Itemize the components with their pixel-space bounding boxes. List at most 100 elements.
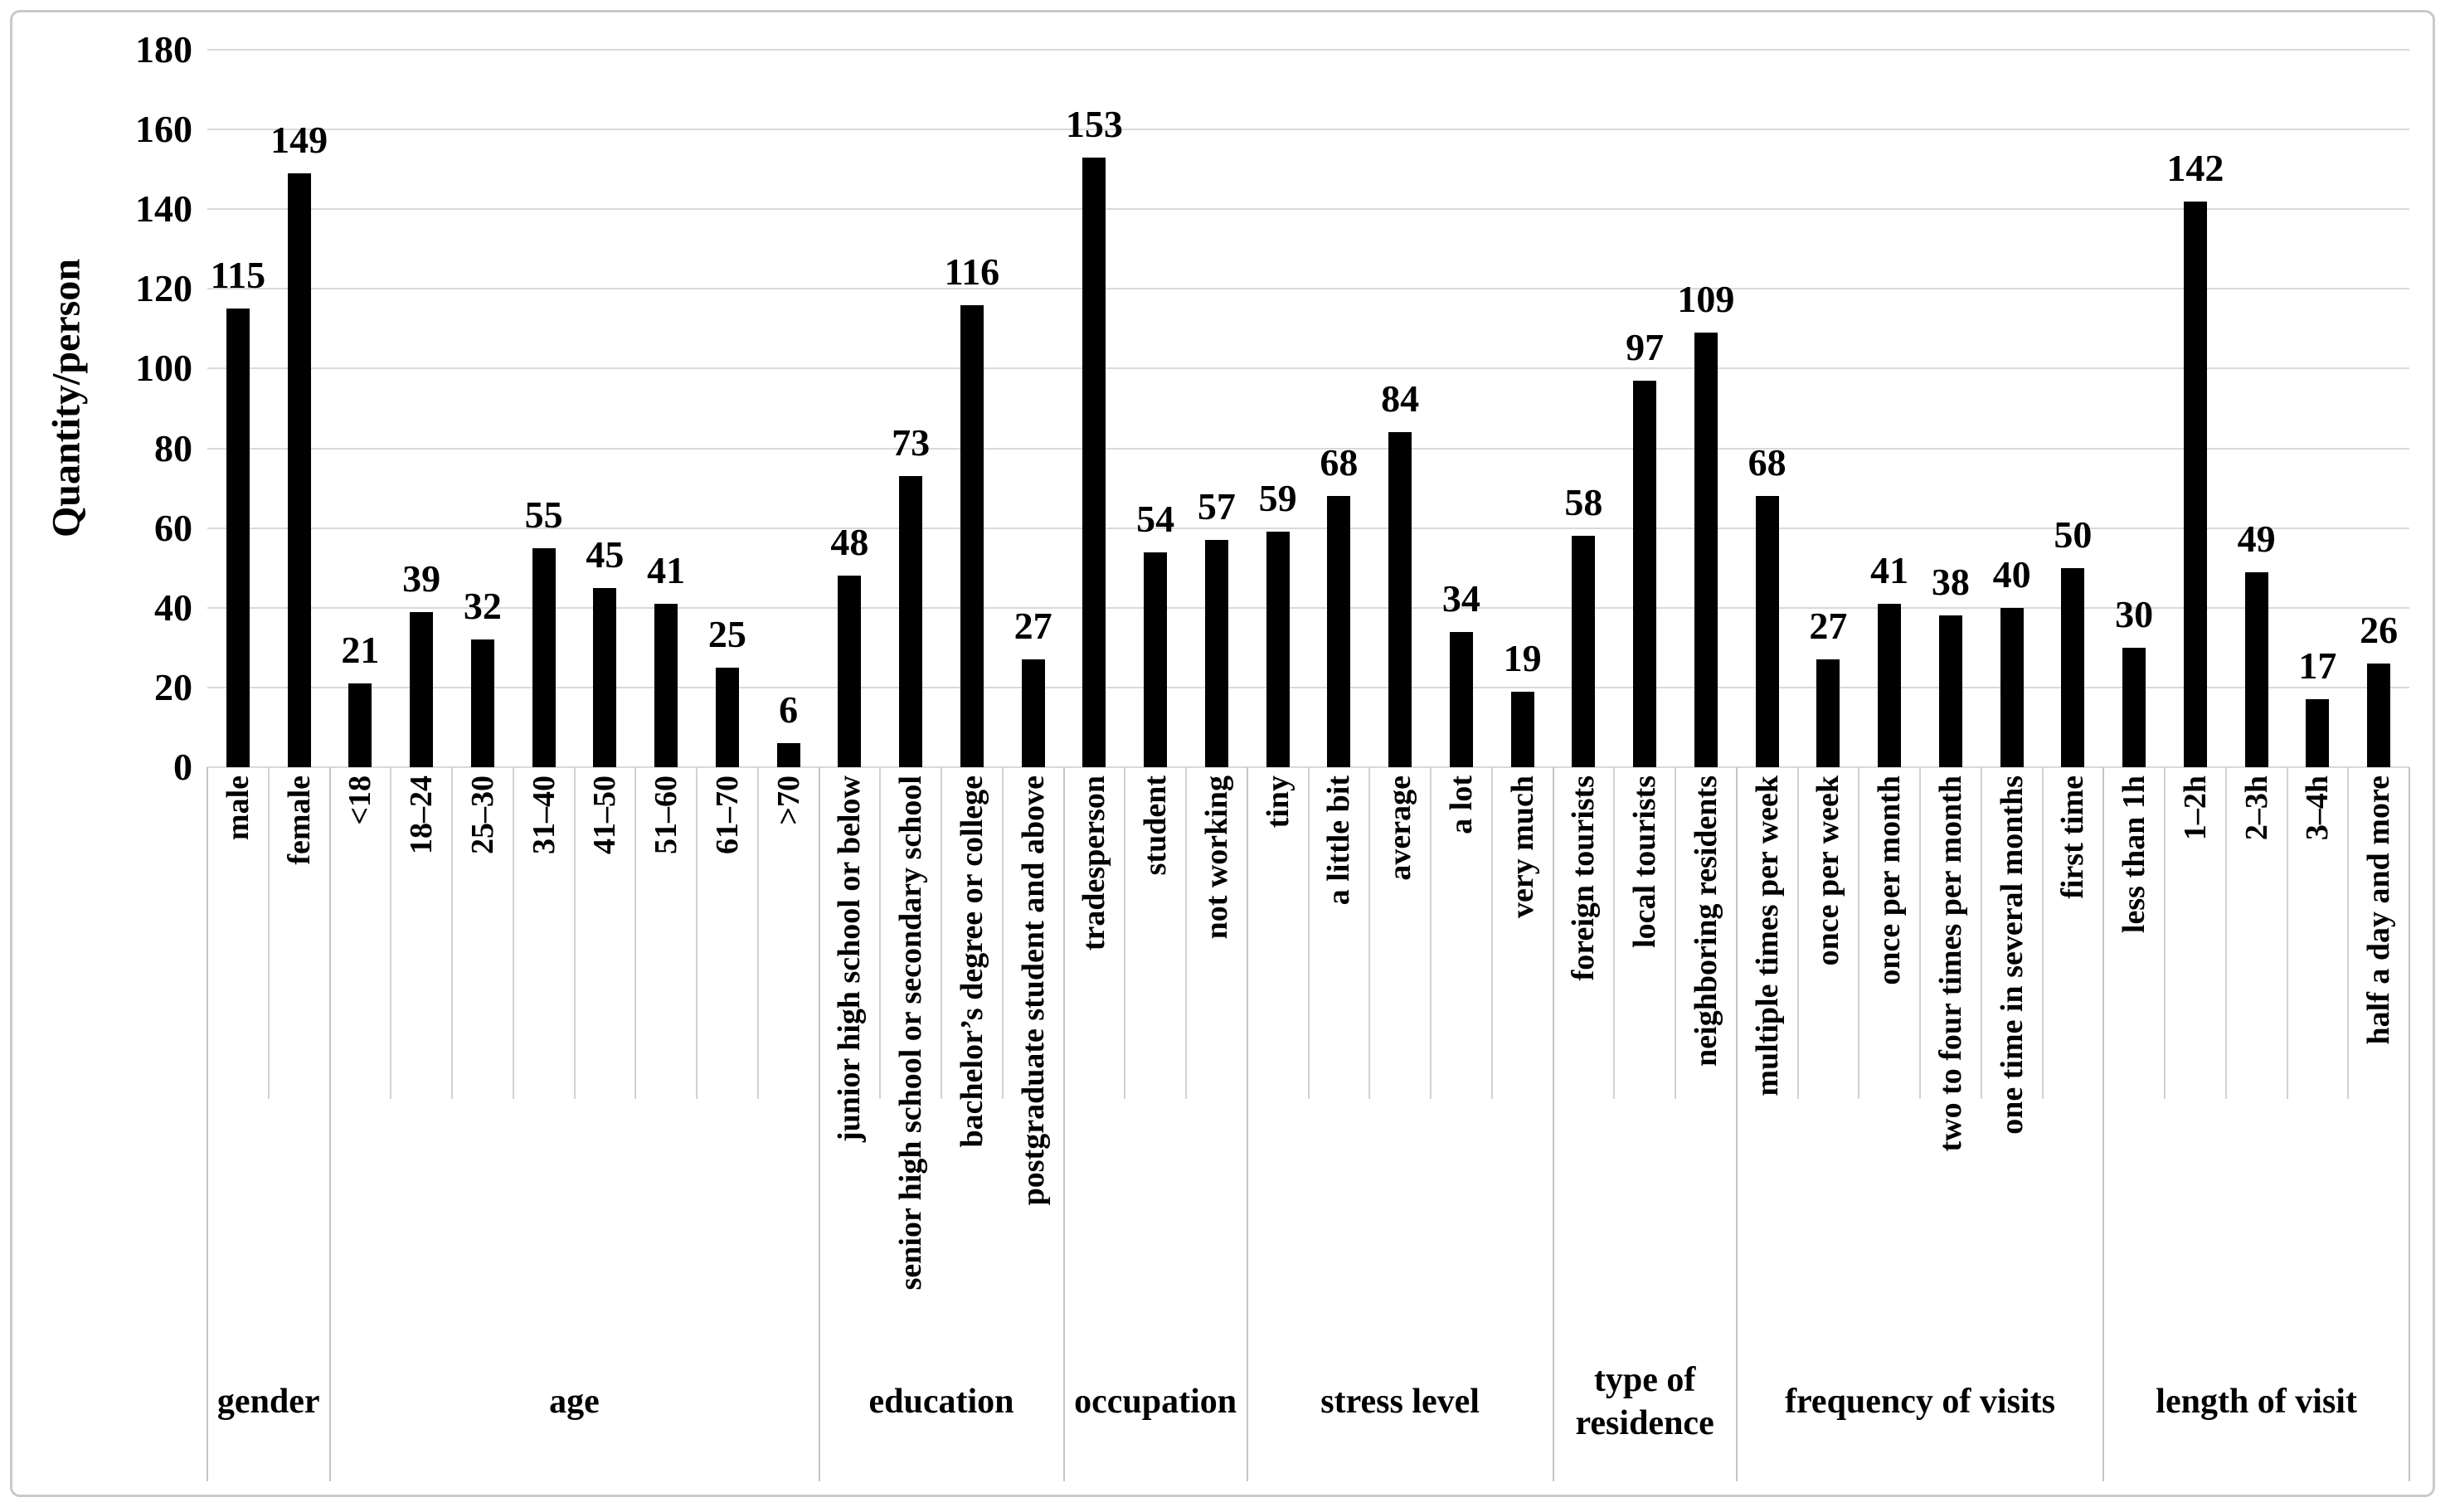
bar-value-label: 30 bbox=[2115, 592, 2154, 635]
category-label: once per week bbox=[1811, 775, 1846, 966]
category-separator-line bbox=[1185, 767, 1187, 1099]
bar-value-label: 50 bbox=[2054, 513, 2093, 556]
bar-column: 27 bbox=[1003, 50, 1064, 767]
bar-value-label: 34 bbox=[1441, 576, 1480, 620]
bar-column: 30 bbox=[2103, 50, 2165, 767]
category-label-cell: local tourists bbox=[1614, 775, 1675, 1319]
group-separator-line bbox=[2102, 767, 2105, 1481]
category-separator-line bbox=[1368, 767, 1371, 1099]
bar-column: 142 bbox=[2165, 50, 2226, 767]
category-label: two to four times per month bbox=[1932, 775, 1968, 1152]
bar-column: 26 bbox=[2348, 50, 2409, 767]
category-separator-line bbox=[267, 767, 270, 1099]
gridline bbox=[207, 447, 2409, 450]
group-separator-line bbox=[1735, 767, 1738, 1481]
category-separator-line bbox=[1980, 767, 1982, 1099]
category-label-cell: less than 1h bbox=[2103, 775, 2165, 1319]
bar bbox=[348, 683, 372, 767]
gridline bbox=[207, 367, 2409, 370]
bar bbox=[1327, 496, 1351, 767]
bar-column: 58 bbox=[1553, 50, 1615, 767]
category-label: >70 bbox=[770, 775, 806, 825]
category-label: multiple times per week bbox=[1749, 775, 1785, 1096]
figure-border bbox=[10, 10, 2435, 1497]
bar-column: 17 bbox=[2287, 50, 2349, 767]
bar-value-label: 73 bbox=[892, 421, 931, 464]
category-label-cell: multiple times per week bbox=[1737, 775, 1798, 1319]
category-label: half a day and more bbox=[2361, 775, 2397, 1045]
group-label: gender bbox=[216, 1382, 320, 1421]
category-label-cell: a little bit bbox=[1309, 775, 1370, 1319]
category-label: a little bit bbox=[1321, 775, 1357, 906]
group-label: type of residence bbox=[1575, 1360, 1714, 1443]
category-separator-line bbox=[2347, 767, 2350, 1099]
bar-column: 59 bbox=[1247, 50, 1309, 767]
bar-column: 6 bbox=[758, 50, 819, 767]
category-label: average bbox=[1383, 775, 1418, 881]
category-label: less than 1h bbox=[2117, 775, 2152, 934]
category-separator-line bbox=[2224, 767, 2227, 1099]
bar bbox=[1449, 631, 1473, 767]
gridline bbox=[207, 129, 2409, 131]
bar-column: 41 bbox=[635, 50, 697, 767]
y-axis-tick-label: 100 bbox=[135, 347, 192, 390]
category-label: a lot bbox=[1443, 775, 1479, 834]
category-label: student bbox=[1138, 775, 1174, 876]
category-label-cell: junior high school or below bbox=[819, 775, 881, 1319]
category-separator-line bbox=[2041, 767, 2044, 1099]
group-label: frequency of visits bbox=[1785, 1382, 2055, 1421]
bar-column: 25 bbox=[697, 50, 758, 767]
bar-value-label: 48 bbox=[830, 521, 869, 564]
bar-value-label: 45 bbox=[586, 532, 625, 576]
bar-value-label: 68 bbox=[1320, 441, 1359, 484]
bar bbox=[654, 603, 678, 767]
category-label: 41–50 bbox=[587, 775, 623, 854]
category-label-cell: a lot bbox=[1431, 775, 1492, 1319]
bar-value-label: 116 bbox=[944, 250, 1000, 293]
bar-column: 27 bbox=[1798, 50, 1859, 767]
gridline bbox=[207, 606, 2409, 609]
bar bbox=[960, 304, 984, 767]
category-label: 61–70 bbox=[709, 775, 745, 854]
bar-value-label: 17 bbox=[2298, 644, 2337, 688]
category-separator-line bbox=[2286, 767, 2288, 1099]
category-label: <18 bbox=[343, 775, 378, 825]
category-separator-line bbox=[573, 767, 576, 1099]
group-label: education bbox=[868, 1382, 1014, 1421]
group-separator-line bbox=[1552, 767, 1554, 1481]
bar bbox=[1633, 380, 1657, 767]
category-label-cell: foreign tourists bbox=[1553, 775, 1615, 1319]
bar bbox=[1144, 552, 1168, 767]
bar-column: 54 bbox=[1125, 50, 1186, 767]
bar-value-label: 55 bbox=[524, 493, 563, 536]
bar-column: 73 bbox=[880, 50, 941, 767]
group-separator-line bbox=[2409, 767, 2410, 1481]
bar-column: 84 bbox=[1369, 50, 1431, 767]
category-label-cell: two to four times per month bbox=[1920, 775, 1981, 1319]
category-label-cell: 18–24 bbox=[391, 775, 452, 1319]
bar bbox=[2000, 607, 2024, 767]
category-separator-line bbox=[512, 767, 514, 1099]
category-separator-line bbox=[1124, 767, 1126, 1099]
bar-column: 57 bbox=[1186, 50, 1247, 767]
category-separator-line bbox=[1858, 767, 1860, 1099]
bar-value-label: 84 bbox=[1381, 377, 1420, 421]
bar-column: 97 bbox=[1614, 50, 1675, 767]
category-label: 18–24 bbox=[404, 775, 440, 854]
category-separator-line bbox=[1490, 767, 1493, 1099]
bar-value-label: 49 bbox=[2237, 517, 2276, 560]
category-separator-line bbox=[941, 767, 942, 1099]
bar-column: 38 bbox=[1920, 50, 1981, 767]
category-label-cell: 31–40 bbox=[513, 775, 575, 1319]
category-label: 51–60 bbox=[649, 775, 684, 854]
category-label-cell: half a day and more bbox=[2348, 775, 2409, 1319]
category-label-cell: male bbox=[207, 775, 269, 1319]
gridline bbox=[207, 49, 2409, 51]
bar-value-label: 40 bbox=[1992, 552, 2031, 596]
bar bbox=[2244, 571, 2268, 767]
bar bbox=[532, 547, 556, 767]
group-label: stress level bbox=[1320, 1382, 1480, 1421]
bar bbox=[1021, 659, 1045, 767]
bar bbox=[1572, 536, 1596, 767]
bar-column: 55 bbox=[513, 50, 575, 767]
